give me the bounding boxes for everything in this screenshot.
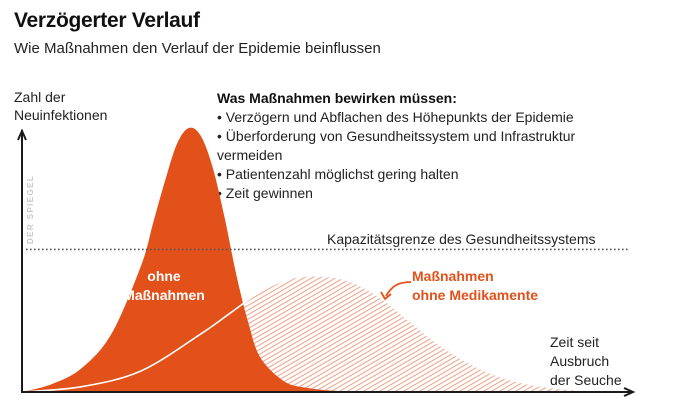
measures-box: Was Maßnahmen bewirken müssen: • Verzöge…	[217, 89, 657, 203]
series-label-without-measures: ohne Maßnahmen	[123, 268, 205, 303]
chart-subtitle: Wie Maßnahmen den Verlauf der Epidemie b…	[14, 40, 381, 57]
measures-heading: Was Maßnahmen bewirken müssen:	[217, 90, 457, 106]
capacity-label: Kapazitätsgrenze des Gesundheitssystems	[327, 231, 596, 247]
annotation-arrow-line	[385, 281, 412, 297]
y-axis-label-text: Zahl der Neuinfektionen	[14, 89, 108, 123]
series-line-with-measures	[21, 274, 619, 393]
measures-item: • Überforderung von Gesundheitssystem un…	[217, 128, 576, 144]
x-axis-label: Zeit seit Ausbruch der Seuche	[550, 334, 622, 388]
y-axis-arrow-icon	[17, 128, 27, 141]
x-axis-arrow-icon	[623, 387, 636, 397]
series-area-without-measures	[22, 127, 380, 393]
measures-item: • Verzögern und Abflachen des Höhepunkts…	[217, 109, 574, 125]
measures-item: • Zeit gewinnen	[217, 185, 313, 201]
measures-item: vermeiden	[217, 147, 283, 163]
y-axis-label: Zahl der Neuinfektionen	[14, 88, 107, 124]
series-label-with-measures: Maßnahmen ohne Medikamente	[412, 268, 539, 303]
annotation-arrow-icon	[380, 291, 392, 301]
measures-item: • Patientenzahl möglichst gering halten	[217, 166, 459, 182]
chart-title: Verzögerter Verlauf	[14, 9, 200, 32]
